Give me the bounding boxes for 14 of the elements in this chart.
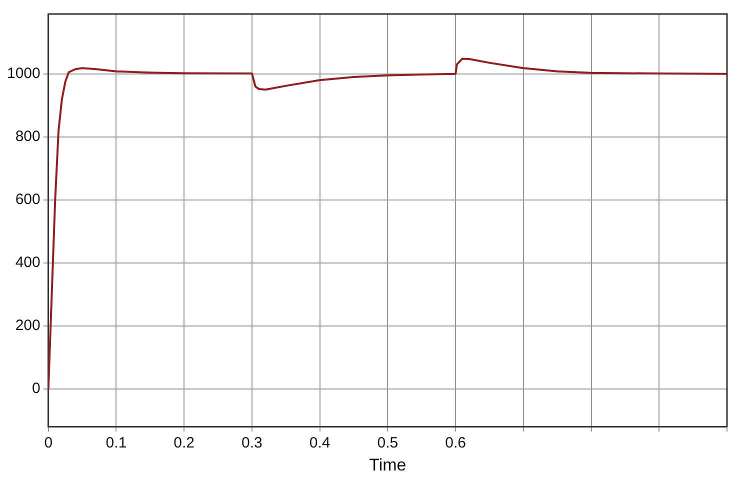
y-tick-label: 600 — [15, 190, 40, 208]
y-tick-label: 400 — [15, 254, 40, 271]
x-axis-title: Time — [369, 455, 406, 474]
x-tick-label: 0.1 — [106, 434, 127, 452]
x-tick-label: 0.2 — [174, 434, 195, 452]
x-tick-label: 0 — [44, 434, 53, 452]
x-tick-label: 0.5 — [377, 434, 398, 452]
y-tick-label: 0 — [32, 380, 40, 397]
x-tick-label: 0.4 — [309, 434, 330, 452]
y-tick-label: 800 — [15, 128, 40, 145]
y-tick-label: 1000 — [6, 64, 40, 82]
x-tick-label: 0.3 — [242, 434, 262, 452]
x-tick-label: 0.6 — [445, 434, 466, 452]
y-tick-label: 200 — [15, 316, 40, 334]
